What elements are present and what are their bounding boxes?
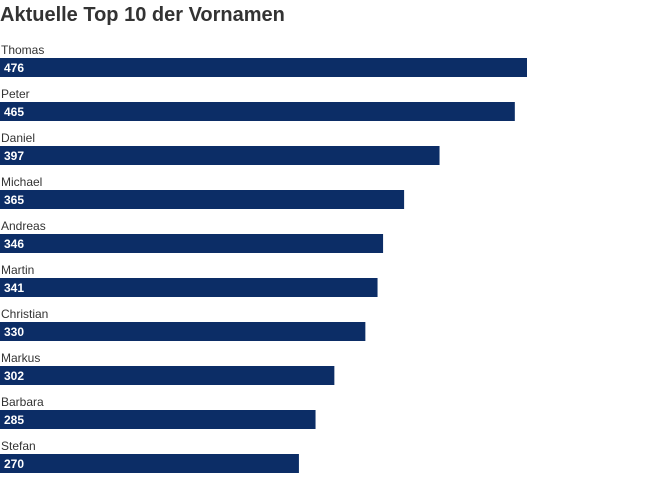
category-label: Thomas (1, 43, 44, 57)
value-label: 465 (4, 105, 24, 119)
bar (0, 454, 299, 473)
category-label: Andreas (1, 219, 46, 233)
bar (0, 234, 384, 253)
value-label: 476 (4, 61, 24, 75)
value-label: 330 (4, 325, 24, 339)
value-label: 341 (4, 281, 24, 295)
bar (0, 102, 515, 121)
bar (0, 366, 335, 385)
value-label: 365 (4, 193, 24, 207)
value-label: 397 (4, 149, 24, 163)
value-label: 270 (4, 457, 24, 471)
category-label: Michael (1, 175, 42, 189)
value-label: 302 (4, 369, 24, 383)
value-label: 285 (4, 413, 24, 427)
chart-title: Aktuelle Top 10 der Vornamen (0, 4, 285, 26)
bar (0, 190, 405, 209)
bar (0, 322, 366, 341)
category-label: Stefan (1, 439, 36, 453)
category-label: Barbara (1, 395, 44, 409)
bar (0, 58, 527, 77)
category-label: Martin (1, 263, 34, 277)
category-label: Christian (1, 307, 48, 321)
bar (0, 410, 316, 429)
category-label: Markus (1, 351, 40, 365)
value-label: 346 (4, 237, 24, 251)
category-label: Peter (1, 87, 30, 101)
category-label: Daniel (1, 131, 35, 145)
bar (0, 278, 378, 297)
bar (0, 146, 440, 165)
